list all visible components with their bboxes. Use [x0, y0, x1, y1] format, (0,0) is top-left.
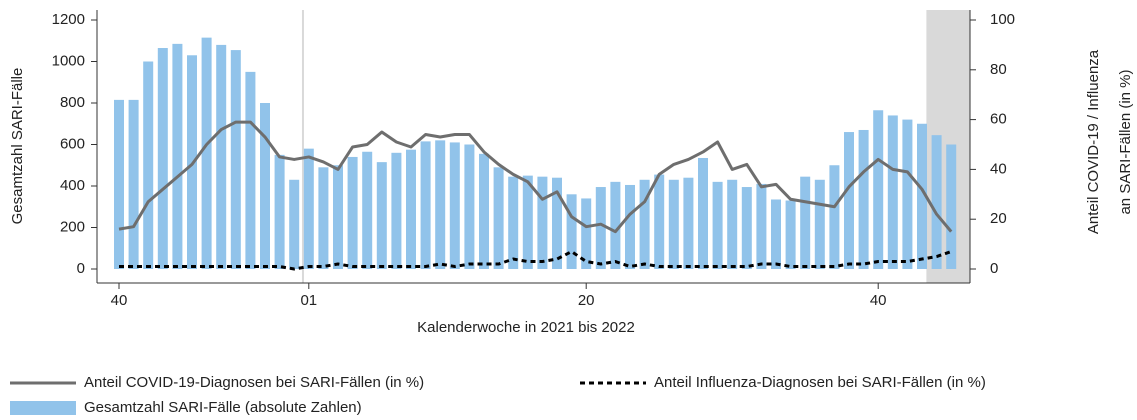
- y2-tick-label: 40: [990, 160, 1007, 177]
- bar: [887, 115, 898, 269]
- bar: [566, 194, 577, 269]
- bar: [128, 99, 139, 269]
- y2-axis-title: Anteil COVID-19 / Influenza: [1085, 49, 1102, 234]
- bar: [800, 176, 811, 269]
- bar: [858, 129, 869, 269]
- bar: [508, 176, 519, 269]
- bar: [741, 187, 752, 269]
- bar: [406, 149, 416, 269]
- bar: [216, 44, 227, 270]
- bar: [771, 199, 781, 269]
- bar: [639, 179, 650, 269]
- bar: [844, 132, 854, 269]
- bar: [449, 142, 460, 269]
- bar: [479, 153, 489, 269]
- bar: [347, 156, 358, 269]
- bar: [157, 48, 168, 270]
- bar: [522, 175, 533, 269]
- bar: [289, 179, 300, 269]
- y-tick-label: 200: [60, 218, 85, 235]
- x-tick-label: 01: [300, 292, 317, 309]
- bar: [245, 71, 256, 269]
- line: [119, 250, 952, 271]
- bar: [172, 43, 183, 269]
- bar: [230, 50, 241, 270]
- x-tick-label: 20: [578, 292, 595, 309]
- bar: [114, 99, 124, 269]
- legend-swatch: [10, 401, 76, 415]
- bar: [274, 154, 285, 269]
- bar: [260, 103, 270, 269]
- bar: [814, 179, 825, 269]
- bar: [143, 61, 154, 269]
- bar: [391, 152, 402, 269]
- bar: [493, 167, 504, 269]
- x-tick-label: 40: [111, 292, 128, 309]
- bar: [756, 183, 767, 269]
- bar: [362, 151, 373, 269]
- x-tick-label: 40: [870, 292, 887, 309]
- y-tick-label: 600: [60, 135, 85, 152]
- y-tick-label: 1000: [52, 52, 85, 69]
- bar: [318, 167, 329, 269]
- y2-tick-label: 0: [990, 260, 998, 277]
- bar: [625, 184, 635, 269]
- y-axis-title: Gesamtzahl SARI-Fälle: [9, 68, 26, 225]
- legend-label: Gesamtzahl SARI-Fälle (absolute Zahlen): [84, 399, 362, 416]
- bar: [464, 144, 475, 269]
- y2-tick-label: 20: [990, 210, 1007, 227]
- bar: [552, 177, 562, 269]
- bar: [698, 157, 708, 269]
- bar: [610, 181, 621, 269]
- bar: [873, 110, 884, 269]
- bar: [303, 148, 314, 269]
- bar: [902, 119, 913, 269]
- bar: [537, 176, 548, 269]
- legend-label: Anteil Influenza-Diagnosen bei SARI-Fäll…: [654, 374, 986, 391]
- bar: [654, 174, 665, 269]
- bar: [917, 123, 927, 269]
- y2-axis-title: an SARI-Fällen (in %): [1117, 69, 1134, 214]
- bar: [727, 179, 738, 269]
- y2-tick-label: 80: [990, 61, 1007, 78]
- y-tick-label: 0: [77, 260, 85, 277]
- bar: [931, 135, 942, 269]
- bar: [785, 200, 796, 269]
- y2-tick-label: 60: [990, 111, 1007, 128]
- bar: [595, 187, 606, 269]
- bar: [201, 37, 212, 270]
- bar: [946, 144, 957, 269]
- bar: [712, 181, 723, 269]
- bar: [435, 140, 446, 269]
- bar: [668, 179, 679, 269]
- bar: [581, 198, 592, 269]
- legend-label: Anteil COVID-19-Diagnosen bei SARI-Fälle…: [84, 374, 424, 391]
- bar: [376, 162, 387, 269]
- bar: [420, 141, 431, 269]
- y-tick-label: 800: [60, 94, 85, 111]
- y-tick-label: 400: [60, 177, 85, 194]
- line: [118, 120, 953, 234]
- x-axis-title: Kalenderwoche in 2021 bis 2022: [417, 319, 635, 336]
- bar: [333, 165, 343, 269]
- y2-tick-label: 100: [990, 11, 1015, 28]
- y-tick-label: 1200: [52, 11, 85, 28]
- bar: [683, 177, 694, 269]
- bar: [829, 165, 840, 269]
